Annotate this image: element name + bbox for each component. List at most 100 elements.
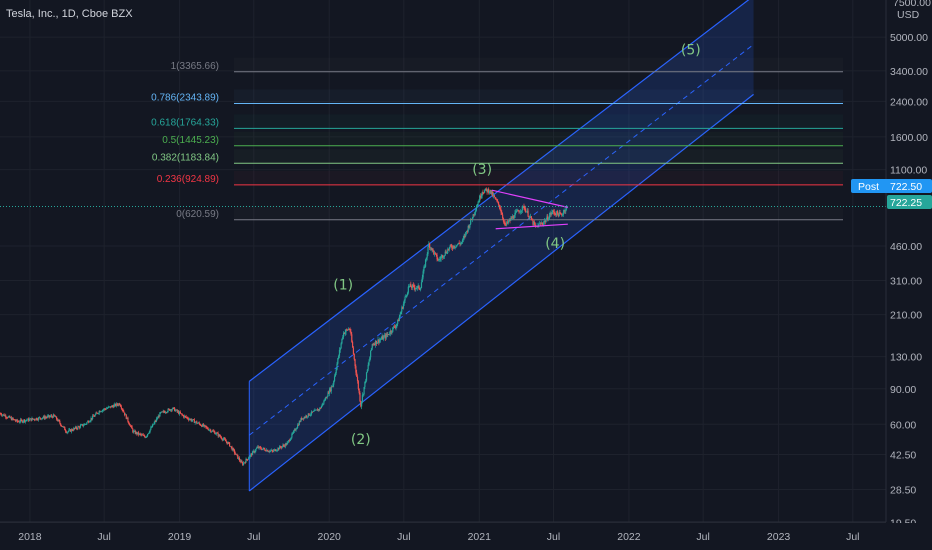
- candle-body: [552, 210, 555, 212]
- candle-body: [260, 447, 262, 449]
- candle-body: [392, 326, 395, 328]
- candle-body: [365, 372, 368, 381]
- candle-body: [505, 223, 507, 225]
- channel-lower-line[interactable]: [248, 93, 754, 492]
- symbol-title[interactable]: Tesla, Inc., 1D, Cboe BZX: [6, 8, 133, 20]
- candle-body: [415, 288, 418, 289]
- last-price-badge-value: 722.25: [890, 197, 922, 209]
- candle-body: [387, 334, 389, 336]
- triangle-pattern[interactable]: [0, 189, 886, 230]
- elliott-wave-labels: (1) (2) (3) (4) (5): [333, 43, 701, 448]
- candle-body: [474, 212, 476, 215]
- candle-body: [379, 339, 381, 343]
- regression-channel[interactable]: [248, 0, 754, 492]
- candle-body: [479, 195, 482, 198]
- candle-body: [130, 425, 132, 427]
- candle-body: [551, 212, 553, 215]
- candle-body: [346, 329, 348, 331]
- candle-body: [421, 277, 423, 283]
- candle-body: [323, 400, 325, 404]
- candle-body: [265, 450, 267, 452]
- candle-body: [561, 213, 563, 215]
- candle-body: [327, 392, 329, 397]
- candle-body: [549, 213, 551, 216]
- candle-body: [334, 373, 336, 377]
- fib-band: [234, 114, 843, 129]
- fib-level-label: 0.786(2343.89): [151, 92, 219, 103]
- candle-body: [419, 288, 421, 290]
- candle-body: [459, 243, 461, 245]
- price-axis[interactable]: [887, 0, 932, 522]
- candle-body: [105, 409, 107, 410]
- candle-body: [147, 433, 150, 435]
- candle-body: [110, 405, 113, 408]
- candle-body: [348, 328, 350, 330]
- channel-upper-line[interactable]: [248, 0, 753, 382]
- candle-body: [139, 433, 141, 435]
- candle-body: [276, 450, 278, 451]
- candle-body: [420, 282, 423, 288]
- candle-body: [414, 287, 416, 290]
- candle-body: [248, 457, 250, 459]
- candle-body: [287, 441, 289, 443]
- candle-body: [219, 436, 222, 438]
- candle-body: [251, 453, 253, 456]
- price-tick-label: 1100.00: [890, 165, 927, 177]
- fibonacci-levels[interactable]: 1(3365.66) 0.786(2343.89) 0.618(1764.33) 0.…: [151, 57, 843, 221]
- candle-body: [228, 442, 230, 444]
- candle-body: [495, 199, 497, 200]
- time-tick-label: 2021: [468, 531, 492, 543]
- candle-body: [38, 417, 40, 419]
- candle-body: [66, 432, 68, 434]
- candle-body: [458, 242, 460, 244]
- candle-body: [124, 412, 126, 416]
- candle-body: [339, 348, 341, 350]
- candle-body: [81, 424, 83, 426]
- price-tick-label: 210.00: [890, 310, 922, 322]
- time-tick-label: Jul: [247, 531, 260, 543]
- candle-body: [351, 341, 354, 348]
- candle-body: [313, 410, 315, 412]
- candle-body: [99, 411, 101, 412]
- candle-body: [173, 407, 175, 409]
- candle-body: [461, 239, 464, 243]
- candle-body: [69, 429, 72, 432]
- candle-body: [487, 189, 489, 193]
- triangle-upper-line[interactable]: [491, 189, 568, 208]
- candle-body: [215, 433, 217, 435]
- candle-body: [202, 424, 204, 427]
- candle-body: [424, 266, 426, 268]
- channel-middle-line[interactable]: [248, 44, 754, 436]
- candle-body: [62, 426, 64, 428]
- fib-level-label: 0.5(1445.23): [162, 135, 219, 146]
- candle-body: [258, 446, 260, 449]
- triangle-lower-line[interactable]: [495, 223, 568, 230]
- candle-body: [166, 411, 168, 413]
- candle-body: [49, 416, 51, 418]
- fib-band: [234, 131, 843, 146]
- candle-body: [266, 449, 268, 452]
- candle-body: [416, 286, 418, 289]
- time-axis[interactable]: [0, 523, 932, 550]
- candle-body: [521, 206, 523, 211]
- candle-body: [394, 327, 396, 329]
- candle-body: [274, 449, 276, 451]
- candle-body: [429, 247, 432, 249]
- candle-body: [452, 247, 454, 249]
- candle-body: [164, 411, 166, 413]
- candle-body: [120, 406, 122, 409]
- candle-body: [149, 429, 151, 433]
- candle-body: [63, 426, 65, 428]
- candle-body: [9, 416, 11, 418]
- candle-body: [12, 417, 14, 420]
- candle-body: [342, 332, 345, 337]
- candle-body: [163, 411, 165, 412]
- candle-body: [365, 380, 367, 382]
- candle-body: [17, 421, 19, 423]
- candle-body: [435, 253, 437, 255]
- candle-body: [548, 215, 550, 219]
- candle-body: [265, 449, 268, 452]
- candle-body: [229, 446, 232, 448]
